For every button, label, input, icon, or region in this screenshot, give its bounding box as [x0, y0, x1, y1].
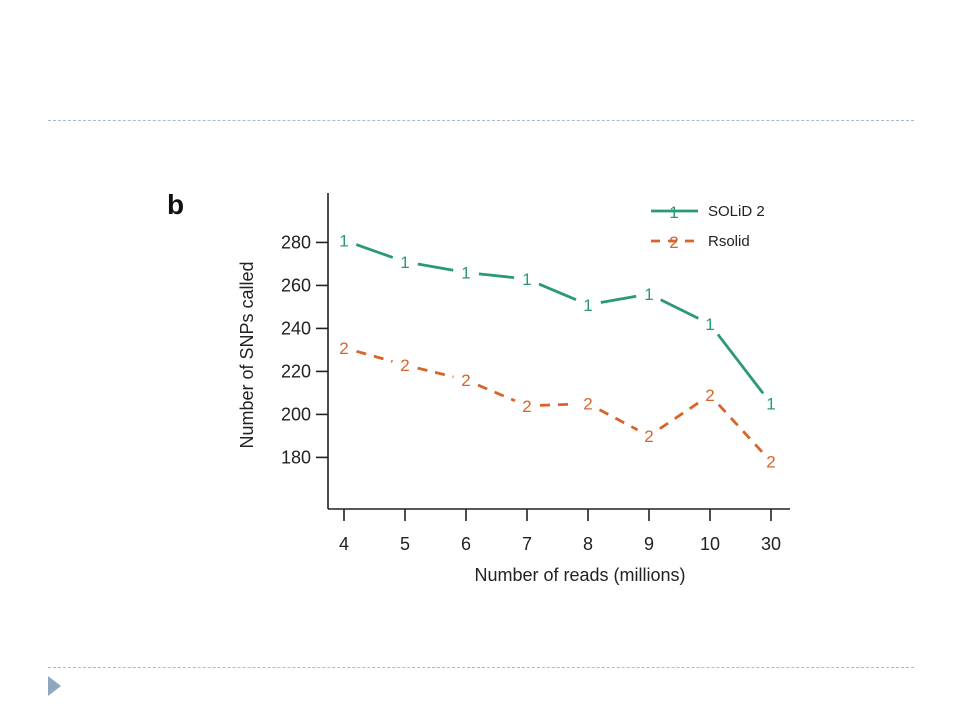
data-point: 1 [400, 253, 409, 272]
series-line-segment [355, 243, 394, 259]
y-axis-label: Number of SNPs called [237, 261, 257, 448]
y-tick-label: 200 [281, 404, 311, 424]
data-point: 2 [644, 427, 653, 446]
series-line-segment [478, 272, 515, 280]
series-line-segment [356, 349, 393, 363]
data-point: 1 [583, 296, 592, 315]
y-tick-label: 240 [281, 318, 311, 338]
data-point: 1 [766, 395, 775, 414]
x-tick-label: 9 [644, 534, 654, 554]
series-1: 1 1 1 1 1 1 1 1 [339, 231, 775, 413]
legend: 1 SOLiD 2 2 Rsolid [651, 203, 765, 252]
data-point: 1 [644, 285, 653, 304]
data-point: 2 [583, 395, 592, 414]
series-line-segment [598, 408, 639, 432]
series-line-segment [417, 366, 454, 379]
slide-bullet-icon [48, 676, 61, 696]
legend-entry: SOLiD 2 [708, 203, 765, 220]
y-tick-label: 260 [281, 275, 311, 295]
series-line-segment [600, 294, 637, 304]
series-line-segment [417, 262, 454, 272]
x-axis-label: Number of reads (millions) [474, 565, 685, 585]
x-tick-label: 6 [461, 534, 471, 554]
data-point: 2 [766, 453, 775, 472]
series-line-segment [539, 402, 576, 407]
top-divider [48, 120, 914, 121]
panel-label: b [167, 189, 184, 220]
legend-marker: 1 [669, 203, 678, 222]
data-point: 2 [339, 339, 348, 358]
x-tick-label: 7 [522, 534, 532, 554]
y-axis-ticks: 180 200 220 240 260 280 [281, 232, 328, 467]
data-point: 1 [339, 231, 348, 250]
x-axis-ticks: 4 5 6 7 8 9 10 30 [339, 509, 781, 554]
data-point: 2 [705, 386, 714, 405]
series-line-segment [659, 401, 700, 430]
series-line-segment [538, 282, 577, 302]
y-tick-label: 220 [281, 361, 311, 381]
y-tick-label: 280 [281, 232, 311, 252]
data-point: 1 [461, 264, 470, 283]
data-point: 2 [400, 356, 409, 375]
series-line-segment [477, 383, 516, 403]
data-point: 2 [522, 397, 531, 416]
bottom-divider [48, 667, 914, 668]
y-tick-label: 180 [281, 447, 311, 467]
legend-entry: Rsolid [708, 233, 750, 250]
series-line-segment [716, 333, 765, 395]
x-tick-label: 5 [400, 534, 410, 554]
legend-marker: 2 [669, 233, 678, 252]
x-tick-label: 10 [700, 534, 720, 554]
series-line-segment [717, 403, 764, 454]
x-tick-label: 8 [583, 534, 593, 554]
series-line-segment [660, 298, 699, 320]
x-tick-label: 30 [761, 534, 781, 554]
data-point: 1 [705, 315, 714, 334]
data-point: 2 [461, 371, 470, 390]
x-tick-label: 4 [339, 534, 349, 554]
series-layer: 1 1 1 1 1 1 1 1 2 2 2 2 2 2 2 2 [339, 231, 775, 471]
data-point: 1 [522, 270, 531, 289]
series-2: 2 2 2 2 2 2 2 2 [339, 339, 775, 472]
